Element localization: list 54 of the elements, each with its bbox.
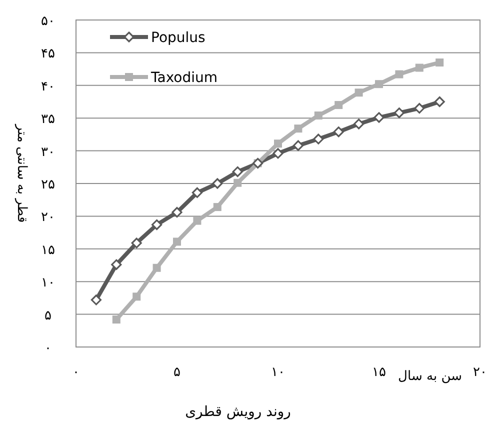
point bbox=[152, 219, 162, 230]
y-tick-label: ۵ bbox=[44, 308, 52, 324]
x-tick-label: ۵ bbox=[174, 365, 181, 380]
point bbox=[354, 118, 364, 130]
y-tick-label: ۴۵ bbox=[41, 46, 55, 62]
point bbox=[192, 187, 202, 198]
point bbox=[90, 294, 102, 306]
point bbox=[334, 101, 343, 110]
y-tick-label: ۴۰ bbox=[41, 79, 55, 94]
point bbox=[313, 134, 324, 144]
point bbox=[193, 216, 202, 225]
y-axis-title: قطر به سانتی متر bbox=[14, 123, 29, 223]
point bbox=[232, 166, 243, 178]
legend-label: Taxodium bbox=[150, 70, 218, 86]
y-tick-label: ۱۵ bbox=[41, 242, 55, 258]
y-tick-label: ۰ bbox=[44, 341, 52, 356]
x-axis-title: سن به سال bbox=[398, 369, 462, 384]
point bbox=[112, 316, 120, 324]
point bbox=[131, 238, 142, 248]
point bbox=[213, 203, 222, 212]
y-tick-label: ۳۰ bbox=[41, 144, 55, 160]
y-tick-label: ۳۵ bbox=[41, 112, 55, 128]
point bbox=[152, 264, 161, 272]
point bbox=[294, 124, 302, 133]
y-tick-label: ۱۰ bbox=[41, 276, 55, 291]
point bbox=[394, 108, 404, 118]
point bbox=[436, 58, 444, 67]
point bbox=[274, 140, 282, 148]
x-tick-label: ۰ bbox=[72, 365, 80, 380]
point bbox=[354, 88, 363, 97]
point bbox=[414, 102, 425, 114]
legend-label: Populus bbox=[151, 30, 206, 46]
point bbox=[111, 259, 122, 270]
x-tick-label: ۲۰ bbox=[473, 365, 487, 380]
point bbox=[272, 148, 284, 159]
point bbox=[173, 238, 181, 246]
point bbox=[374, 112, 384, 123]
point bbox=[132, 292, 141, 301]
point bbox=[415, 64, 424, 72]
point bbox=[172, 206, 182, 218]
y-tick-label: ۲۰ bbox=[41, 210, 55, 226]
point bbox=[314, 111, 322, 120]
point bbox=[333, 126, 344, 138]
point bbox=[375, 80, 383, 88]
y-tick-label: ۲۵ bbox=[41, 178, 55, 192]
point bbox=[292, 140, 304, 151]
point bbox=[434, 96, 445, 108]
point bbox=[234, 178, 242, 187]
x-tick-label: ۱۵ bbox=[372, 365, 386, 380]
text: روند رویش قطری bbox=[185, 404, 291, 420]
y-tick-label: ۵۰ bbox=[41, 14, 55, 29]
point bbox=[212, 178, 223, 189]
x-tick-label: ۱۰ bbox=[271, 365, 285, 380]
point bbox=[395, 70, 404, 78]
